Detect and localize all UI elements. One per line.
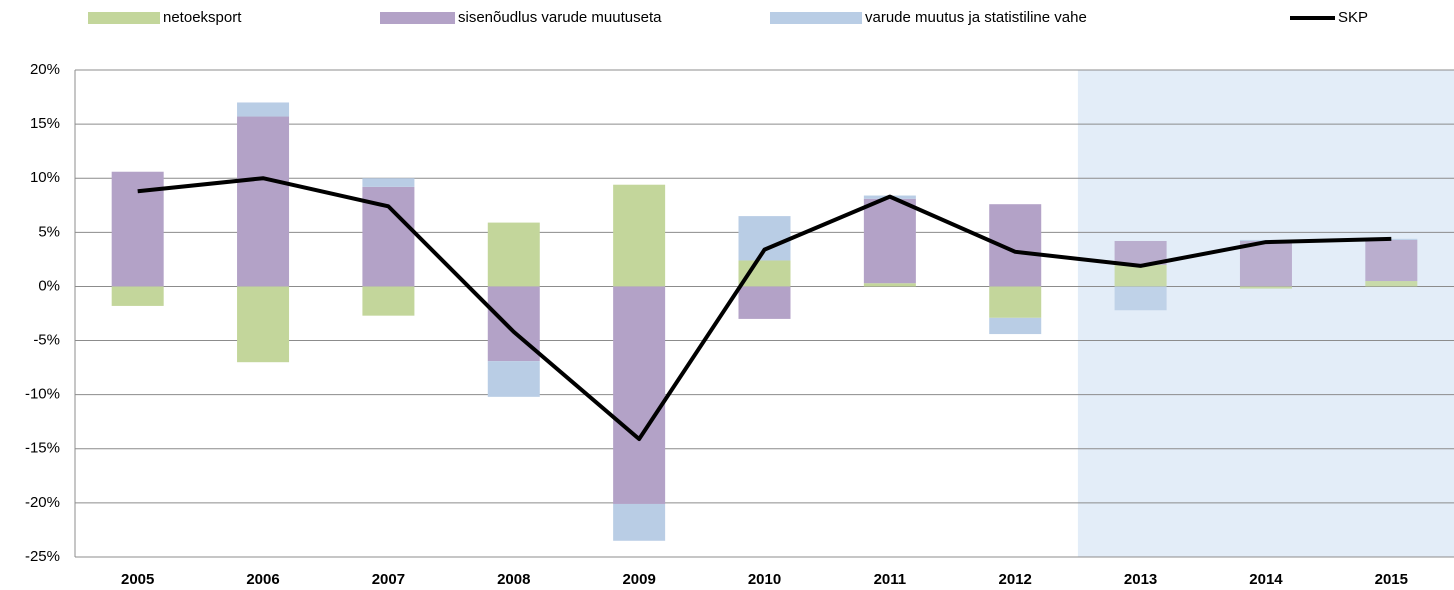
bar	[989, 286, 1042, 318]
legend-swatch	[88, 12, 160, 24]
forecast-shade	[1077, 70, 1454, 557]
bar	[613, 503, 666, 541]
y-tick-label: -10%	[25, 386, 60, 403]
x-tick-label: 2008	[497, 571, 530, 588]
bar	[1114, 286, 1167, 311]
x-tick-label: 2011	[874, 571, 907, 588]
bar	[1239, 240, 1292, 287]
bar	[738, 286, 791, 319]
x-tick-label: 2015	[1375, 571, 1408, 588]
y-tick-label: -15%	[25, 440, 60, 457]
line	[137, 176, 1392, 442]
legend-label: netoeksport	[163, 9, 242, 26]
bar	[1114, 240, 1167, 265]
x-tick-label: 2007	[372, 571, 405, 588]
bar	[487, 222, 540, 287]
y-tick-label: -20%	[25, 494, 60, 511]
legend-swatch	[770, 12, 862, 24]
y-tick-label: -25%	[25, 548, 60, 565]
bar	[1114, 264, 1167, 287]
bar	[1365, 281, 1418, 287]
y-tick-label: -5%	[33, 332, 60, 349]
bar	[613, 286, 666, 504]
x-tick-label: 2005	[121, 571, 154, 588]
bar	[362, 286, 415, 316]
bar	[1365, 239, 1418, 282]
bar	[237, 116, 290, 287]
y-tick-label: 10%	[30, 169, 60, 186]
legend-swatch	[380, 12, 455, 24]
x-tick-label: 2012	[999, 571, 1032, 588]
bar	[237, 286, 290, 363]
legend-label: SKP	[1338, 9, 1368, 26]
bar	[1239, 286, 1292, 289]
x-tick-label: 2010	[748, 571, 781, 588]
bar	[738, 260, 791, 287]
bar	[111, 286, 164, 306]
x-tick-label: 2014	[1249, 571, 1283, 588]
y-tick-label: 0%	[38, 277, 60, 294]
bar	[613, 184, 666, 287]
legend-label: varude muutus ja statistiline vahe	[865, 9, 1087, 26]
bar	[487, 361, 540, 397]
bar	[863, 198, 916, 284]
bar	[738, 216, 791, 261]
x-tick-label: 2006	[246, 571, 279, 588]
y-tick-label: 5%	[38, 223, 60, 240]
bar	[237, 102, 290, 117]
bar	[362, 178, 415, 187]
bar	[989, 317, 1042, 335]
x-tick-label: 2013	[1124, 571, 1157, 588]
y-tick-label: 20%	[30, 61, 60, 78]
x-tick-label: 2009	[622, 571, 655, 588]
y-tick-label: 15%	[30, 115, 60, 132]
legend-label: sisenõudlus varude muutuseta	[458, 9, 662, 26]
bar	[863, 283, 916, 287]
